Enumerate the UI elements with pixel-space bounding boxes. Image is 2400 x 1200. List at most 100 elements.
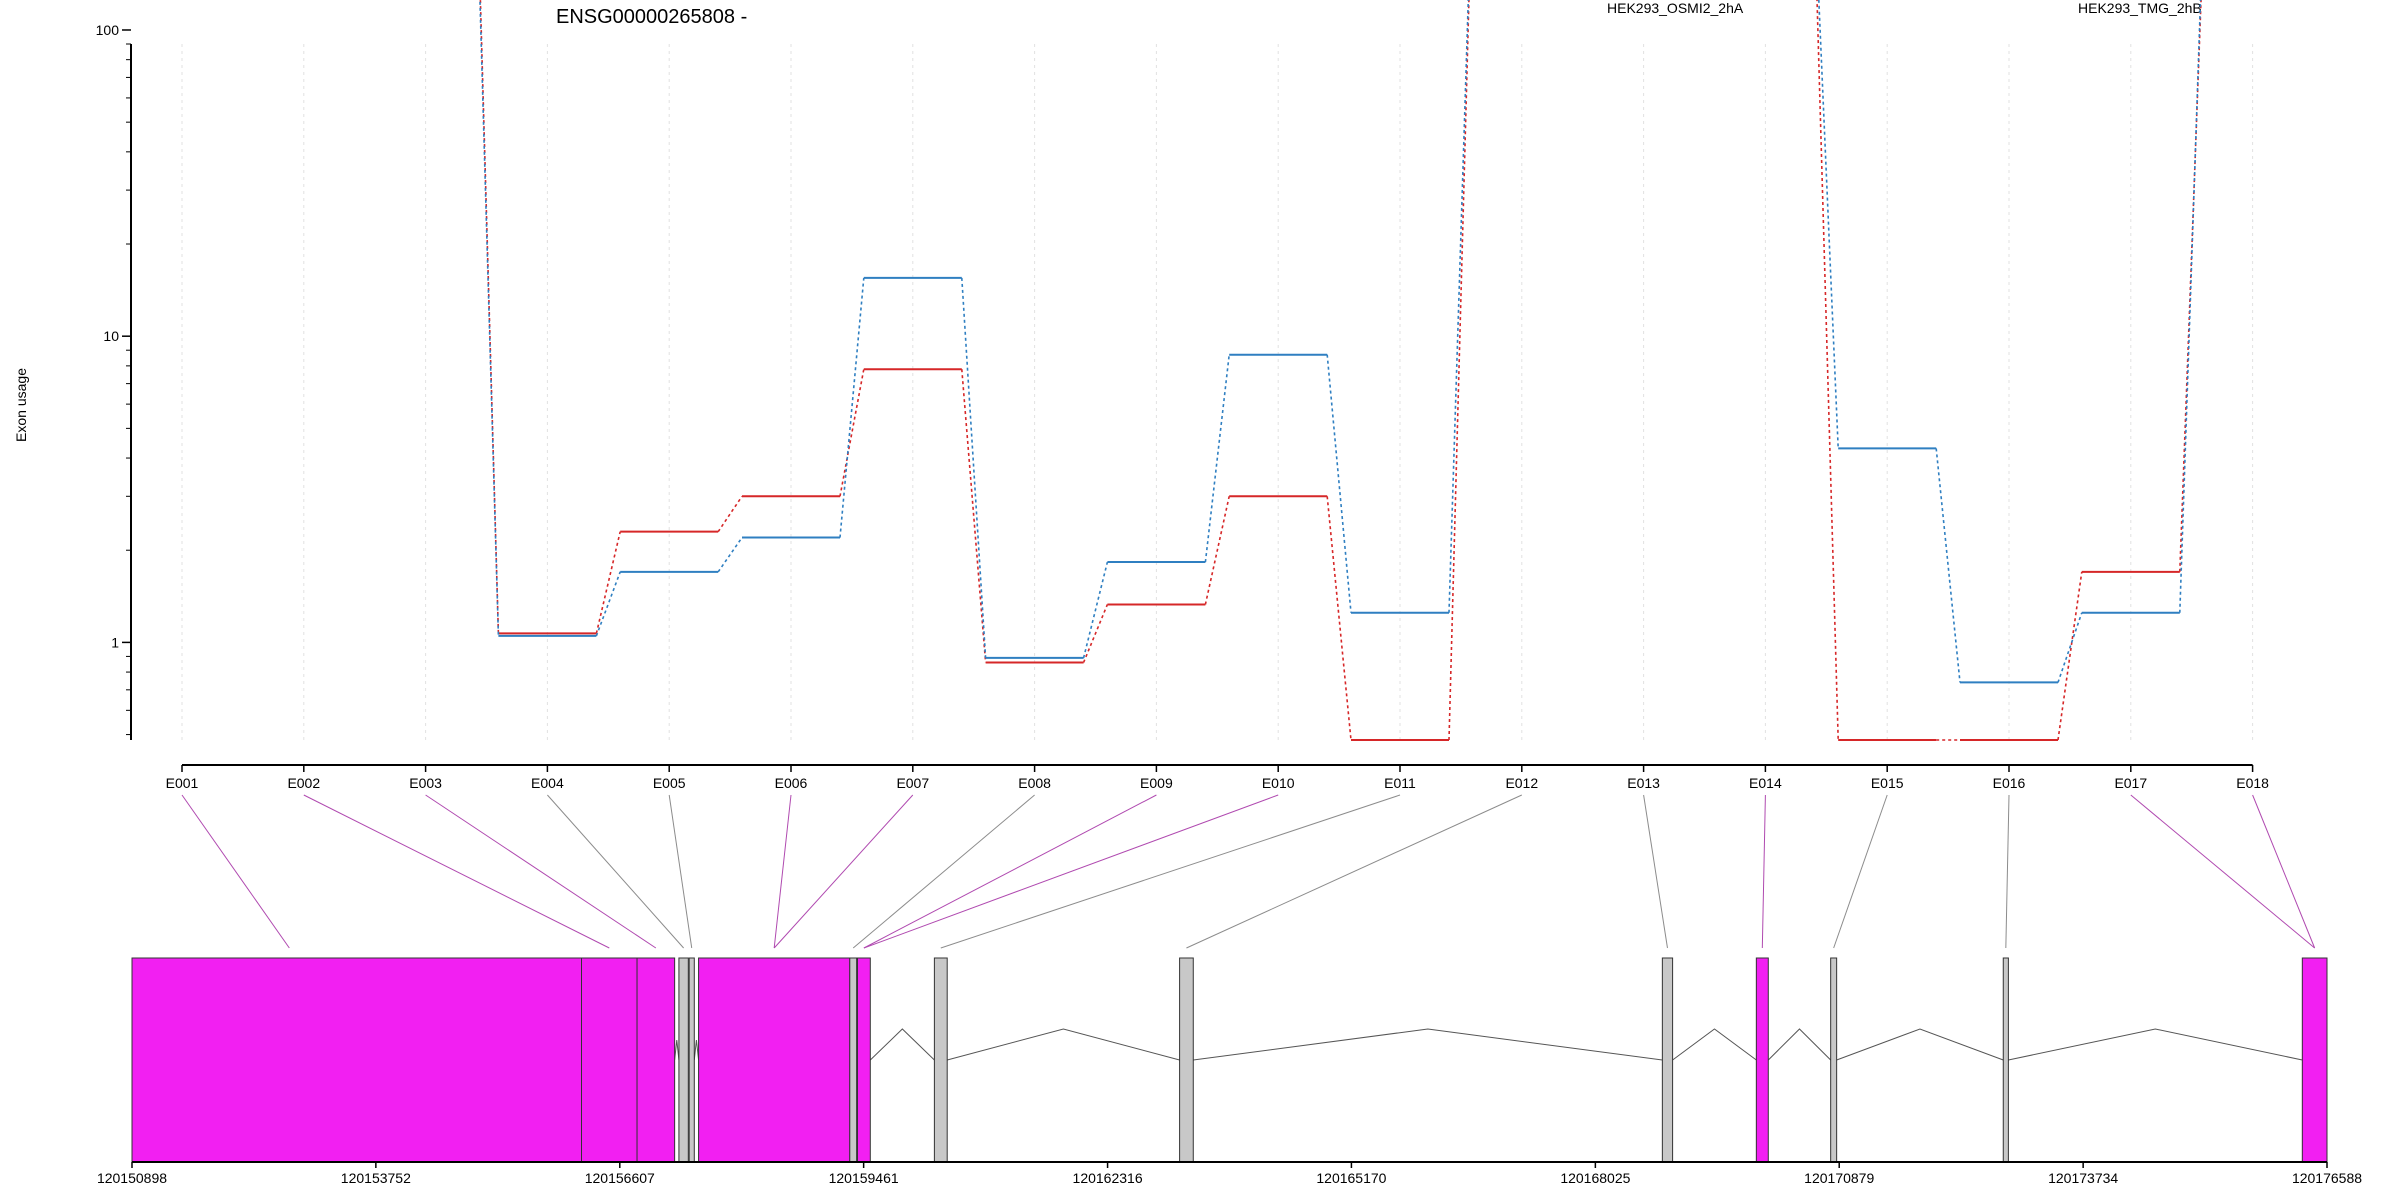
x-tick-label-e017: E017 — [2114, 775, 2147, 791]
exon-transition — [717, 537, 743, 573]
connector-line — [1643, 794, 1668, 949]
intron-line — [1836, 1028, 2004, 1061]
connector-line — [668, 794, 693, 949]
exon-block-highlighted — [1755, 957, 1769, 1163]
x-tick-label-e013: E013 — [1627, 775, 1660, 791]
exon-transition — [1816, 0, 1839, 741]
exon-block — [1661, 957, 1674, 1163]
exon-block-highlighted — [581, 957, 638, 1163]
genomic-tick-label: 120168025 — [1560, 1170, 1630, 1186]
connector-line — [940, 794, 1401, 949]
exon-transition — [595, 531, 621, 634]
exon-block — [688, 957, 695, 1163]
series-line-1 — [479, 0, 2202, 741]
genomic-tick-label: 120150898 — [97, 1170, 167, 1186]
exon-block-highlighted — [856, 957, 871, 1163]
legend-entry-series-2: HEK293_TMG_2hB — [2078, 0, 2202, 16]
x-tick-label-e006: E006 — [775, 775, 808, 791]
connector-line — [303, 794, 610, 949]
exon-block — [678, 957, 689, 1163]
x-tick-label-e007: E007 — [896, 775, 929, 791]
exon-transition — [1204, 496, 1230, 605]
x-tick-label-e008: E008 — [1018, 775, 1051, 791]
legend-entry-series-1: HEK293_OSMI2_2hA — [1607, 0, 1744, 16]
x-tick-label-e015: E015 — [1871, 775, 1904, 791]
intron-line — [947, 1028, 1180, 1061]
genomic-tick-label: 120165170 — [1316, 1170, 1386, 1186]
exon-transition — [1935, 448, 1961, 683]
intron-line — [693, 1039, 700, 1061]
exon-block — [1830, 957, 1838, 1163]
y-tick-label: 10 — [103, 328, 119, 344]
genomic-tick-label: 120156607 — [585, 1170, 655, 1186]
chart-title: ENSG00000265808 - — [556, 6, 747, 28]
connector-line — [547, 794, 684, 949]
connector-line — [1186, 794, 1523, 949]
connector-line — [425, 794, 657, 949]
exon-transition — [479, 0, 500, 636]
genomic-tick-label: 120162316 — [1073, 1170, 1143, 1186]
connector-line — [181, 794, 290, 949]
x-grid-lines — [181, 44, 2254, 740]
y-axis-label: Exon usage — [13, 368, 29, 442]
exon-transition — [839, 277, 865, 538]
exon-transition — [717, 495, 743, 533]
exon-transition — [961, 277, 987, 658]
y-tick-label: 1 — [111, 634, 119, 650]
exon-transition — [1448, 0, 1470, 741]
exon-transition — [1326, 354, 1352, 613]
x-tick-label-e018: E018 — [2236, 775, 2269, 791]
intron-line — [1672, 1028, 1757, 1061]
intron-line — [869, 1028, 935, 1061]
intron-line — [674, 1039, 680, 1061]
x-tick-label-e011: E011 — [1384, 775, 1416, 791]
exon-connector-lines — [181, 794, 2316, 949]
y-tick-label: 100 — [96, 22, 120, 38]
genomic-tick-label: 120159461 — [829, 1170, 899, 1186]
connector-line — [773, 794, 914, 949]
exon-transition — [2057, 612, 2083, 683]
exon-block-highlighted — [2301, 957, 2328, 1163]
x-tick-label-e010: E010 — [1262, 775, 1295, 791]
connector-line — [773, 794, 792, 949]
connector-line — [852, 794, 1035, 949]
exon-block — [2002, 957, 2009, 1163]
exon-transition — [595, 571, 621, 637]
connector-line — [2005, 794, 2010, 949]
connector-line — [863, 794, 1157, 949]
genomic-tick-label: 120173734 — [2048, 1170, 2118, 1186]
exon-block — [849, 957, 858, 1163]
x-tick-label-e016: E016 — [1993, 775, 2026, 791]
exon-block — [1179, 957, 1194, 1163]
gene-model-track: 120150898 120153752 120156607 120159461 1201… — [97, 957, 2362, 1186]
exon-transition — [1818, 0, 1839, 449]
intron-line — [1193, 1028, 1663, 1061]
genomic-tick-label: 120153752 — [341, 1170, 411, 1186]
x-tick-label-e005: E005 — [653, 775, 686, 791]
exon-transition — [1082, 604, 1109, 663]
intron-line — [2008, 1028, 2303, 1061]
x-tick-label-e001: E001 — [166, 775, 199, 791]
connector-line — [1761, 794, 1766, 949]
exon-block-highlighted — [698, 957, 851, 1163]
x-tick-label-e014: E014 — [1749, 775, 1782, 791]
x-tick-label-e004: E004 — [531, 775, 564, 791]
plot-axes: 1 10 100 E001 E002 E003 E004 E005 E006 E007 E008 E0… — [96, 22, 2270, 791]
exon-transition — [1326, 496, 1352, 741]
exon-transition — [2057, 571, 2083, 741]
genomic-tick-label: 120176588 — [2292, 1170, 2362, 1186]
exon-transition — [839, 369, 865, 497]
series-lines — [479, 0, 2202, 741]
exon-block — [933, 957, 948, 1163]
exon-block-highlighted — [636, 957, 676, 1163]
exon-transition — [2179, 0, 2202, 613]
series-line-2 — [479, 0, 2202, 684]
exon-block-highlighted — [131, 957, 583, 1163]
x-tick-label-e002: E002 — [287, 775, 320, 791]
exon-transition — [1082, 561, 1109, 659]
x-tick-label-e012: E012 — [1505, 775, 1538, 791]
genomic-tick-label: 120170879 — [1804, 1170, 1874, 1186]
connector-line — [1833, 794, 1888, 949]
x-tick-label-e003: E003 — [409, 775, 442, 791]
